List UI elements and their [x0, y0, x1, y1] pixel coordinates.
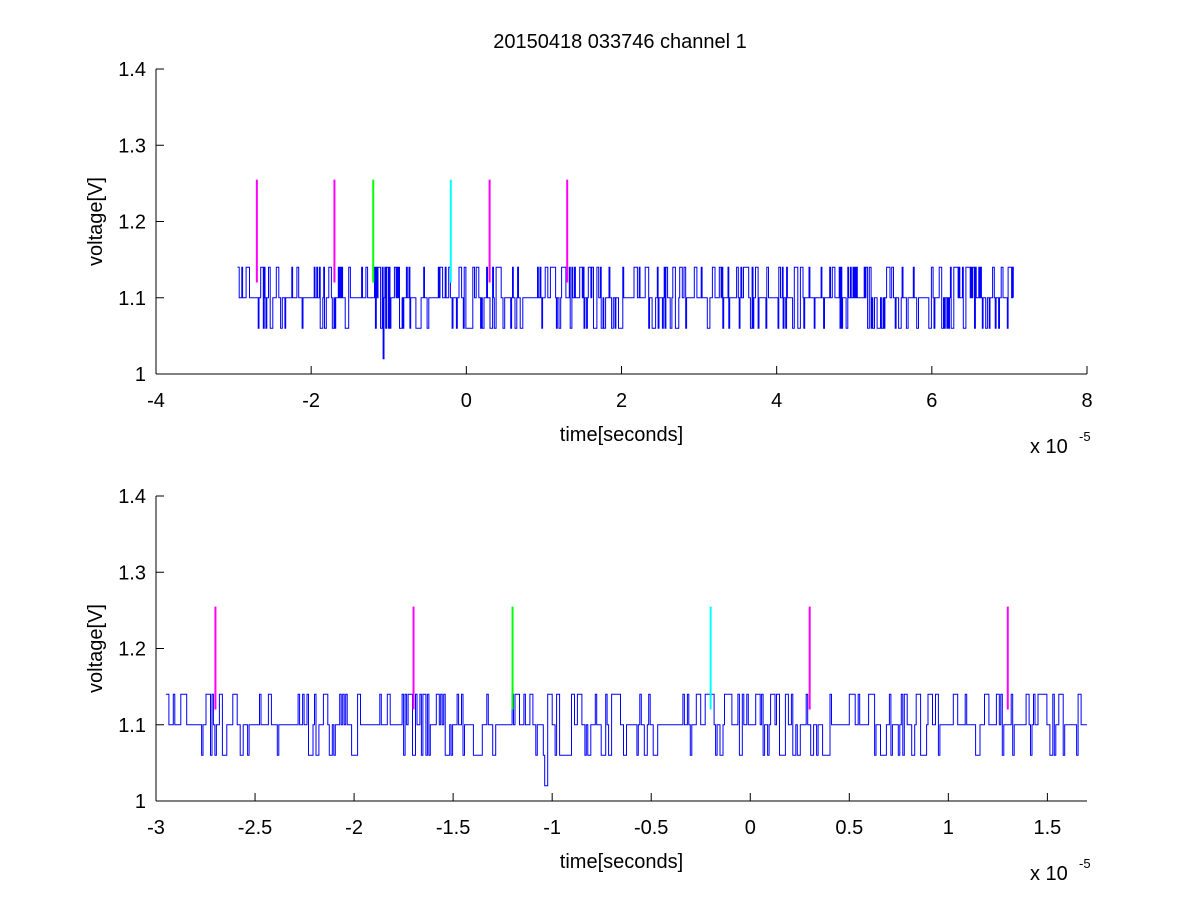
x-tick-label: 0 — [461, 390, 472, 412]
x-tick-label: 4 — [771, 390, 782, 412]
x-exponent-label: x 10 — [1030, 436, 1068, 458]
y-tick-label: 1.3 — [118, 562, 146, 584]
x-tick-label: 1 — [943, 817, 954, 839]
x-tick-label: -4 — [147, 390, 165, 412]
voltage-trace — [237, 266, 1014, 360]
x-axis-label: time[seconds] — [560, 851, 683, 873]
x-exponent: -5 — [1079, 429, 1091, 444]
x-tick-label: -0.5 — [634, 817, 668, 839]
y-tick-label: 1.1 — [118, 288, 146, 310]
y-tick-label: 1.2 — [118, 212, 146, 234]
x-tick-label: 2 — [616, 390, 627, 412]
y-tick-label: 1.4 — [118, 486, 146, 508]
x-tick-label: 0.5 — [835, 817, 863, 839]
top-panel: -4 -2 0 2 4 6 8 1 1.1 1.2 1.3 1.4 time[seconds] volta… — [85, 59, 1093, 458]
y-tick-label: 1.1 — [118, 715, 146, 737]
x-exponent: -5 — [1079, 856, 1091, 871]
y-axis-label: voltage[V] — [85, 604, 107, 693]
x-axis-label: time[seconds] — [560, 424, 683, 446]
x-tick-label: -2.5 — [238, 817, 272, 839]
x-tick-label: -2 — [302, 390, 320, 412]
x-exponent-label: x 10 — [1030, 863, 1068, 885]
x-tick-label: -2 — [345, 817, 363, 839]
figure-title: 20150418 033746 channel 1 — [493, 31, 747, 53]
x-tick-label: 8 — [1081, 390, 1092, 412]
x-tick-label: 6 — [926, 390, 937, 412]
y-axis-label: voltage[V] — [85, 177, 107, 266]
x-tick-label: -1 — [543, 817, 561, 839]
voltage-trace — [165, 693, 1087, 787]
x-tick-label: 0 — [745, 817, 756, 839]
y-tick-label: 1 — [135, 364, 146, 386]
bottom-panel: -3 -2.5 -2 -1.5 -1 -0.5 0 0.5 1 1.5 1 1.1 1.2 1.3 1.4 t… — [85, 486, 1091, 885]
y-tick-label: 1.2 — [118, 639, 146, 661]
x-tick-label: 1.5 — [1033, 817, 1061, 839]
x-tick-label: -1.5 — [436, 817, 470, 839]
y-tick-label: 1 — [135, 791, 146, 813]
x-tick-label: -3 — [147, 817, 165, 839]
y-tick-label: 1.3 — [118, 135, 146, 157]
y-tick-label: 1.4 — [118, 59, 146, 81]
